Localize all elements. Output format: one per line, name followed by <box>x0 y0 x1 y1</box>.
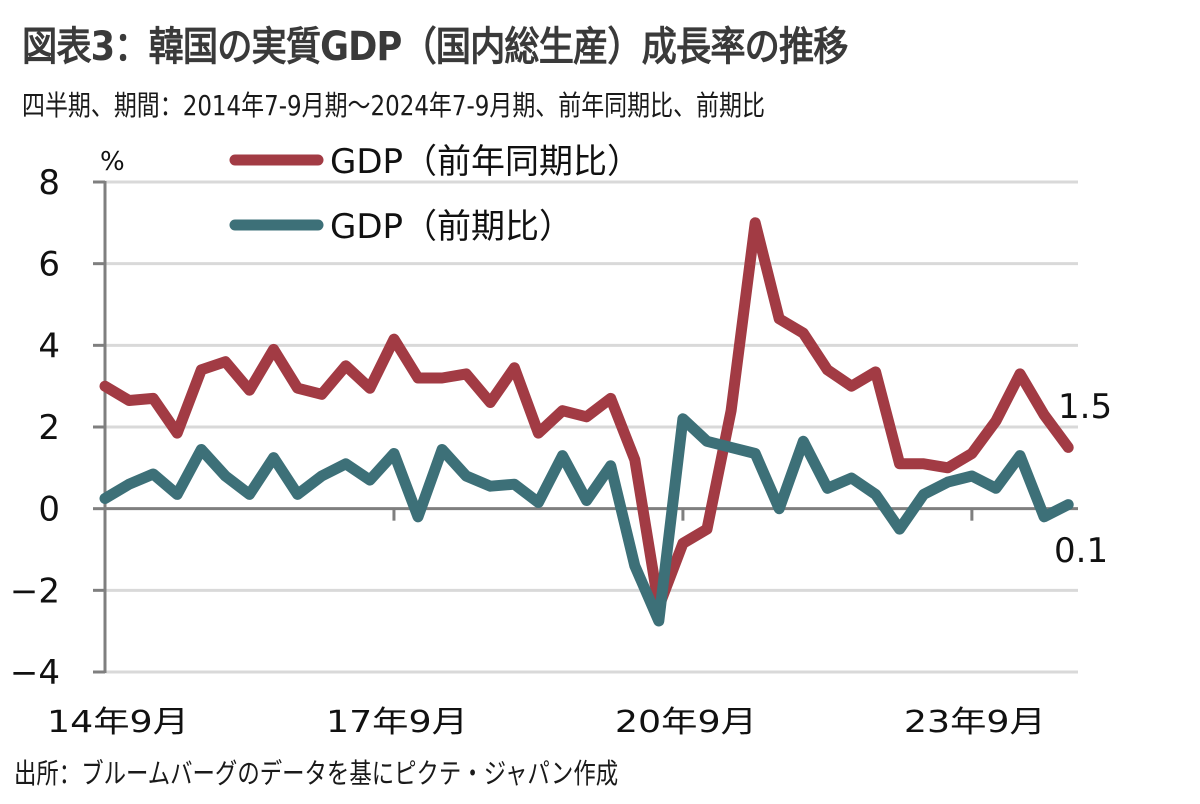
y-tick-labels: 8 6 4 2 0 −2 −4 <box>10 163 60 693</box>
y-tick-label: −2 <box>10 571 60 611</box>
legend-label: GDP（前期比） <box>330 207 573 247</box>
y-tick-label: 8 <box>38 163 60 203</box>
end-label-yoy: 1.5 <box>1058 387 1112 427</box>
source-note: 出所：ブルームバーグのデータを基にピクテ・ジャパン作成 <box>14 757 619 790</box>
series-line-yoy <box>99 217 1074 613</box>
legend: GDP（前年同期比） GDP（前期比） <box>229 142 641 247</box>
x-tick-label: 23年9月 <box>904 705 1046 740</box>
gridlines <box>105 180 1078 674</box>
x-tick-label: 17年9月 <box>326 705 468 740</box>
y-tick-label: 6 <box>38 245 60 285</box>
y-tick-label: 4 <box>38 326 60 366</box>
x-tick-label: 20年9月 <box>615 705 757 740</box>
y-tick-label: −4 <box>10 653 60 693</box>
end-label-qoq: 0.1 <box>1054 531 1108 571</box>
legend-label: GDP（前年同期比） <box>330 142 641 182</box>
chart-subtitle: 四半期、期間：2014年7-9月期～2024年7-9月期、前年同期比、前期比 <box>22 89 765 122</box>
series-lines <box>99 217 1074 627</box>
y-tick-label: 2 <box>38 408 60 448</box>
y-axis-unit-label: % <box>100 147 125 177</box>
end-value-labels: 1.5 0.1 <box>1054 387 1112 571</box>
x-tick-labels: 14年9月 17年9月 20年9月 23年9月 <box>47 705 1046 740</box>
chart-title: 図表3：韓国の実質GDP（国内総生産）成長率の推移 <box>22 24 848 70</box>
x-tick-label: 14年9月 <box>47 705 189 740</box>
y-tick-label: 0 <box>38 490 60 530</box>
